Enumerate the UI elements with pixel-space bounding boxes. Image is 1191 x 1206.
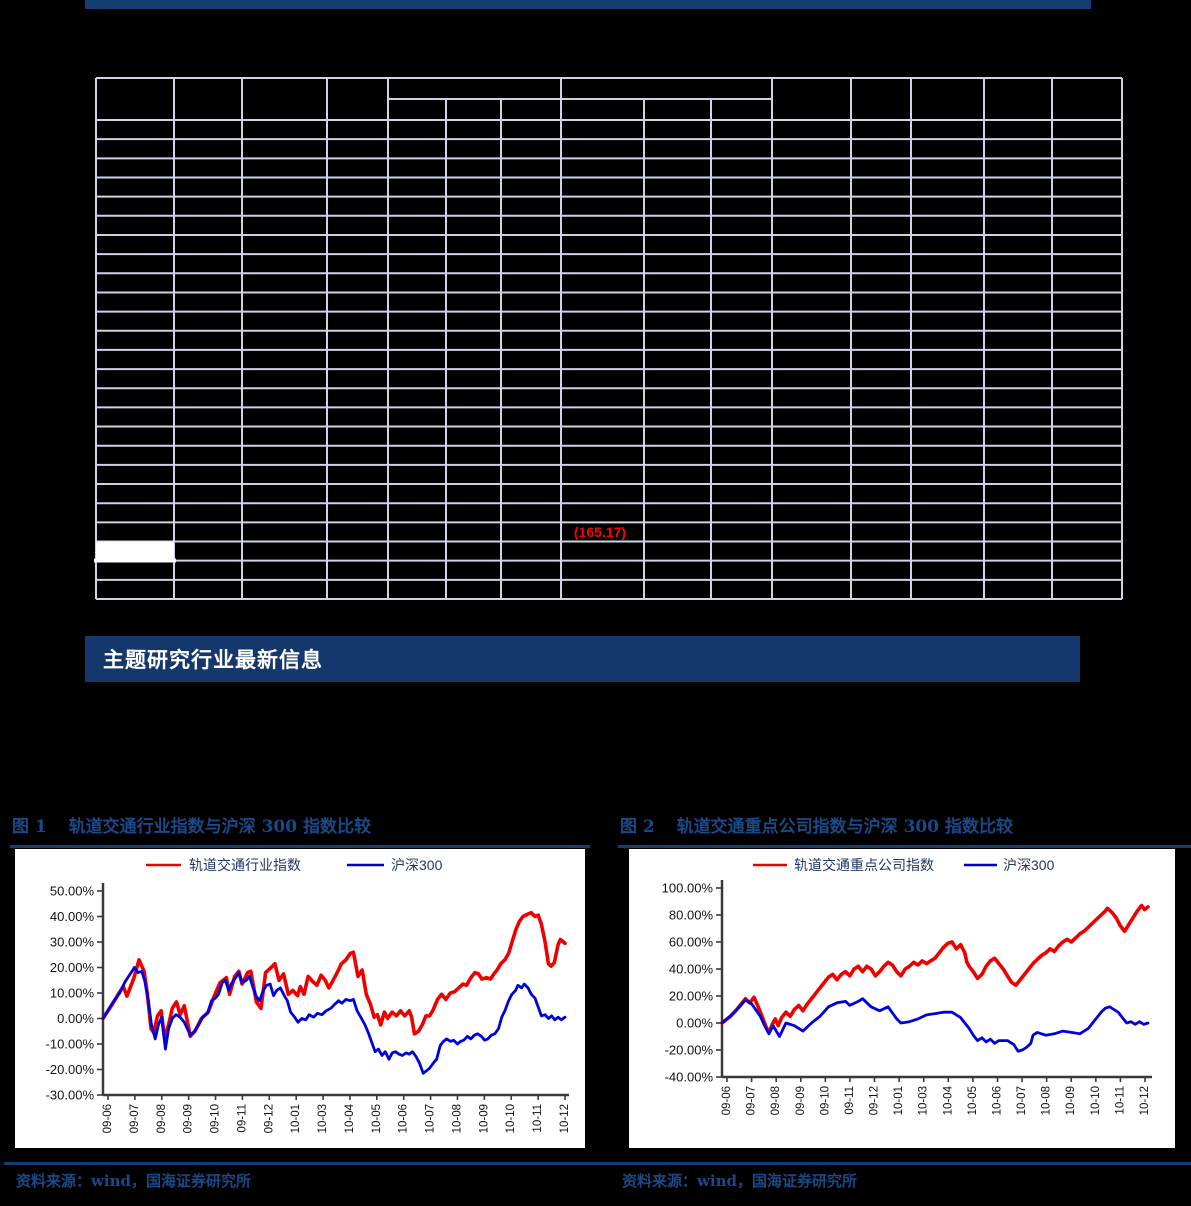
x-tick-label: 10-01 (893, 1086, 905, 1115)
x-tick-label: 10-12 (1139, 1086, 1151, 1115)
y-tick-label: -40.00% (665, 1070, 714, 1085)
figure2-caption-title: 轨道交通重点公司指数与沪深 300 指数比较 (676, 817, 1013, 837)
x-tick-label: 10-06 (398, 1104, 410, 1133)
x-tick-label: 09-11 (236, 1104, 248, 1133)
x-tick-label: 10-08 (451, 1104, 463, 1133)
y-tick-label: 100.00% (662, 881, 714, 896)
x-tick-label: 10-05 (967, 1086, 979, 1115)
figure2-line-chart: 轨道交通重点公司指数 沪深300 100.00% 80.00% 60.00% 40.00%… (629, 849, 1175, 1148)
x-tick-label: 10-06 (991, 1086, 1003, 1115)
x-tick-label: 10-08 (1041, 1086, 1053, 1115)
series-line-沪深300 (720, 997, 1150, 1053)
section-banner-label: 主题研究行业最新信息 (103, 647, 323, 672)
y-tick-label: 60.00% (669, 935, 714, 950)
table-white-cell (96, 541, 174, 561)
figure1-caption-rule (10, 845, 590, 848)
source-rule (4, 1162, 1191, 1165)
legend-label: 沪深300 (1003, 857, 1055, 873)
y-tick-label: -20.00% (665, 1043, 714, 1058)
x-tick-label: 09-08 (770, 1086, 782, 1115)
figure2-caption-number: 图 2 (620, 817, 655, 837)
x-tick-label: 10-09 (1065, 1086, 1077, 1115)
x-tick-label: 09-10 (210, 1104, 222, 1133)
y-tick-label: 40.00% (669, 962, 714, 977)
y-tick-label: 20.00% (669, 989, 714, 1004)
x-tick-label: 09-12 (263, 1104, 275, 1133)
y-tick-label: -20.00% (46, 1062, 95, 1077)
figure2-caption: 图 2 轨道交通重点公司指数与沪深 300 指数比较 (620, 812, 1013, 837)
data-table-grid: (165.17) (94, 77, 1123, 600)
x-tick-label: 10-10 (505, 1104, 517, 1133)
x-tick-label: 10-04 (344, 1103, 356, 1133)
y-tick-label: 40.00% (50, 909, 95, 924)
x-tick-label: 10-12 (559, 1104, 571, 1133)
figure2-caption-rule (618, 845, 1191, 848)
y-tick-label: 80.00% (669, 908, 714, 923)
x-tick-label: 09-08 (156, 1104, 168, 1133)
x-tick-label: 10-03 (918, 1086, 930, 1115)
x-tick-label: 09-10 (819, 1086, 831, 1115)
x-tick-label: 10-10 (1090, 1086, 1102, 1115)
table-highlight-value: (165.17) (574, 524, 626, 540)
x-tick-label: 10-11 (1114, 1086, 1126, 1115)
table-grid-lines (95, 77, 1123, 600)
y-tick-label: 10.00% (50, 986, 95, 1001)
y-tick-label: 0.00% (676, 1016, 713, 1031)
table-white-cell-bottom-border (94, 558, 176, 563)
y-tick-label: -30.00% (46, 1088, 95, 1103)
x-axis: 09-06 09-07 09-08 09-09 09-10 09-11 09-12 10-01… (721, 1075, 1152, 1115)
figure2-chart-svg: 轨道交通重点公司指数 沪深300 100.00% 80.00% 60.00% 40.00%… (662, 857, 1152, 1115)
figure1-caption: 图 1 轨道交通行业指数与沪深 300 指数比较 (12, 812, 371, 837)
y-tick-label: 50.00% (50, 884, 95, 899)
x-tick-label: 09-11 (844, 1086, 856, 1115)
x-tick-label: 10-04 (942, 1085, 954, 1115)
x-tick-label: 09-07 (746, 1086, 758, 1115)
chart-legend: 轨道交通行业指数 沪深300 (146, 857, 443, 873)
figure2-source: 资料来源：wind，国海证券研究所 (622, 1172, 858, 1190)
y-tick-label: 20.00% (50, 960, 95, 975)
x-tick-label: 09-09 (183, 1104, 195, 1133)
x-tick-label: 09-09 (795, 1086, 807, 1115)
y-axis: 50.00% 40.00% 30.00% 20.00% 10.00% 0.00% -10.0… (46, 883, 105, 1103)
x-tick-label: 10-05 (371, 1104, 383, 1133)
series-line-沪深300 (101, 966, 567, 1075)
legend-label: 轨道交通行业指数 (189, 857, 301, 873)
y-tick-label: -10.00% (46, 1037, 95, 1052)
figure1-caption-title: 轨道交通行业指数与沪深 300 指数比较 (68, 817, 371, 837)
x-tick-label: 10-07 (425, 1104, 437, 1133)
figure1-chart-svg: 轨道交通行业指数 沪深300 50.00% 40.00% 30.00% 20.00% 10.… (46, 857, 571, 1133)
x-tick-label: 10-03 (317, 1104, 329, 1133)
x-tick-label: 10-09 (478, 1104, 490, 1133)
figure1-caption-number: 图 1 (12, 817, 47, 837)
y-axis: 100.00% 80.00% 60.00% 40.00% 20.00% 0.00% -20.… (662, 880, 724, 1085)
x-axis: 09-06 09-07 09-08 09-09 09-10 09-11 09-12 10-01… (102, 1093, 571, 1133)
y-tick-label: 0.00% (57, 1011, 94, 1026)
chart-legend: 轨道交通重点公司指数 沪深300 (753, 857, 1055, 873)
x-tick-label: 09-06 (721, 1086, 733, 1115)
x-tick-label: 09-12 (869, 1086, 881, 1115)
figure1-source: 资料来源：wind，国海证券研究所 (16, 1172, 252, 1190)
x-tick-label: 09-07 (129, 1104, 141, 1133)
top-accent-bar (85, 0, 1091, 9)
y-tick-label: 30.00% (50, 935, 95, 950)
series-line-轨道交通行业指数 (101, 910, 567, 1040)
x-tick-label: 10-07 (1016, 1086, 1028, 1115)
section-banner: 主题研究行业最新信息 (85, 636, 1080, 682)
legend-label: 沪深300 (391, 857, 443, 873)
x-tick-label: 10-11 (532, 1104, 544, 1133)
figure1-line-chart: 轨道交通行业指数 沪深300 50.00% 40.00% 30.00% 20.00% 10.… (15, 849, 585, 1148)
series-line-轨道交通重点公司指数 (720, 903, 1150, 1033)
legend-label: 轨道交通重点公司指数 (794, 857, 934, 873)
x-tick-label: 09-06 (102, 1104, 114, 1133)
x-tick-label: 10-01 (290, 1104, 302, 1133)
